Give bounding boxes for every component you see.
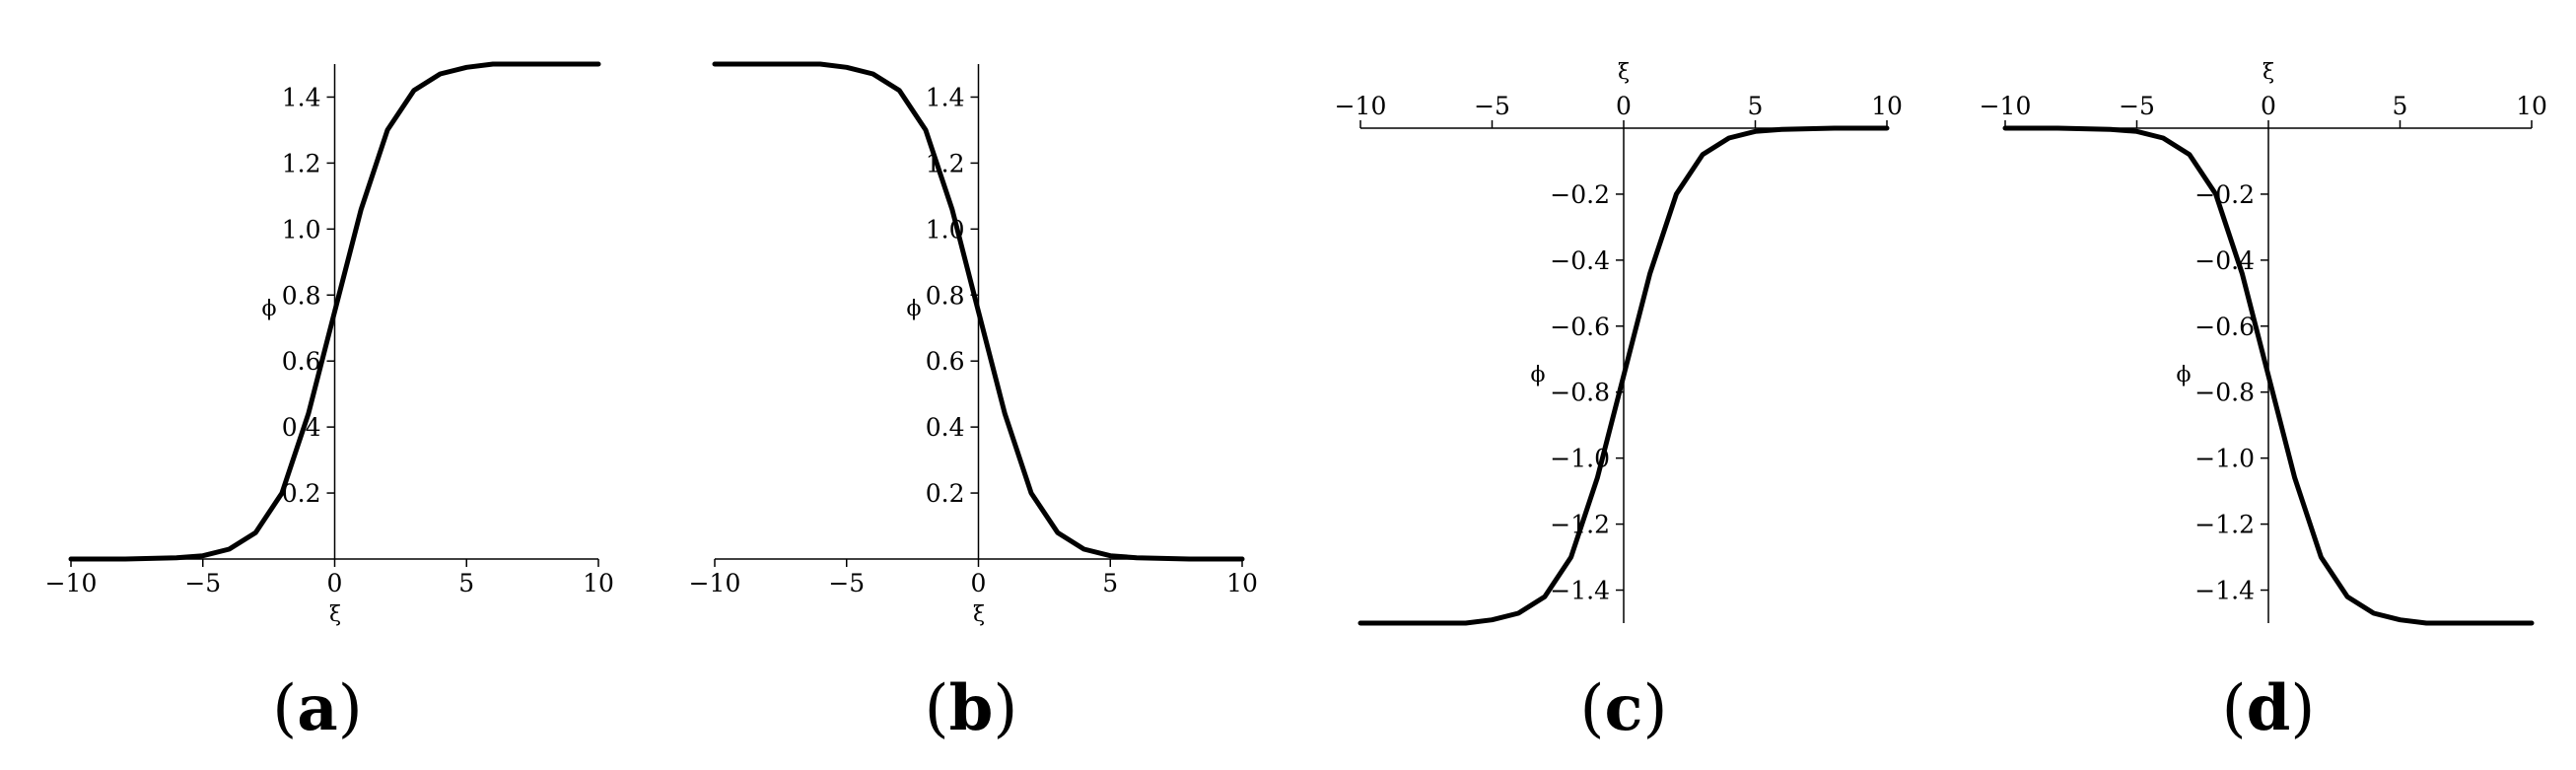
x-tick-label: −5	[2119, 92, 2155, 120]
series-line	[1358, 125, 1890, 626]
series-line	[712, 61, 1245, 562]
y-tick-label: −0.2	[1550, 180, 1610, 209]
y-tick-label: −1.4	[2194, 577, 2255, 605]
panel-d: −10 −5 0 5 10 −0.2 −0.4 −0.6 −0.8 −1.0 −1.2 −1.4 ξ ϕ (…	[1980, 60, 2547, 745]
y-tick-label: 1.0	[282, 215, 321, 244]
y-tick-label: −0.6	[1550, 313, 1610, 341]
y-tick-label: 0.2	[926, 479, 965, 508]
x-tick-label: −10	[1335, 92, 1387, 120]
x-tick-label: 10	[583, 569, 614, 597]
x-tick-label: 5	[458, 569, 474, 597]
y-tick-label: −0.8	[2194, 379, 2255, 407]
x-tick-label: 5	[2393, 92, 2408, 120]
x-tick-label: 10	[1226, 569, 1258, 597]
y-tick-label: 1.4	[282, 83, 321, 111]
x-axis-label: ξ	[973, 602, 985, 627]
panel-c: −10 −5 0 5 10−0.2−0.4−0.6−0.8−1.0−1.2−1.4ξϕ(…	[1335, 60, 1903, 745]
x-tick-label: 10	[1871, 92, 1903, 120]
y-tick-label: −0.8	[1550, 379, 1610, 407]
panel-label: (c)	[1580, 671, 1668, 745]
y-tick-label: 1.2	[282, 149, 321, 177]
x-axis-label: ξ	[329, 602, 341, 627]
series-line	[68, 61, 601, 562]
x-tick-label: −5	[1474, 92, 1510, 120]
x-tick-label: −10	[45, 569, 98, 597]
y-axis-label: ϕ	[907, 297, 922, 321]
x-tick-label: −10	[1980, 92, 2032, 120]
panel-label: (a)	[272, 671, 362, 745]
x-tick-label: 10	[2516, 92, 2547, 120]
x-tick-label: 5	[1102, 569, 1118, 597]
x-tick-label: −5	[184, 569, 221, 597]
y-tick-label: 0.6	[282, 347, 321, 376]
y-tick-label: −1.4	[1550, 577, 1610, 605]
y-tick-label: 0.6	[926, 347, 965, 376]
x-tick-label: 0	[327, 569, 343, 597]
panel-a: −10 −5 0 5 100.20.40.60.81.01.21.4ξϕ(a)	[45, 61, 614, 745]
y-tick-label: 1.4	[926, 83, 965, 111]
x-axis-label: ξ	[2263, 60, 2274, 85]
panel-b: −10 −5 0 5 100.20.40.60.81.01.21.4ξϕ(b)	[689, 61, 1258, 745]
x-tick-label: 0	[2261, 92, 2276, 120]
y-axis-label: ϕ	[1531, 363, 1546, 387]
x-axis-label: ξ	[1618, 60, 1630, 85]
y-tick-label: 0.8	[926, 281, 965, 310]
x-tick-label: 5	[1748, 92, 1764, 120]
y-tick-label: −0.4	[2194, 246, 2255, 275]
y-tick-label: 0.8	[282, 281, 321, 310]
series-line	[2002, 125, 2535, 626]
x-tick-label: 0	[971, 569, 987, 597]
y-tick-label: −0.4	[1550, 246, 1610, 275]
y-axis-label: ϕ	[262, 297, 277, 321]
y-tick-label: −0.6	[2194, 313, 2255, 341]
x-tick-label: −10	[689, 569, 741, 597]
y-tick-label: 0.2	[282, 479, 321, 508]
y-tick-label: 0.4	[926, 413, 965, 442]
x-tick-label: −5	[828, 569, 865, 597]
panel-label: (b)	[925, 671, 1018, 745]
panel-label: (d)	[2222, 671, 2316, 745]
x-tick-label: 0	[1616, 92, 1632, 120]
y-tick-label: −1.2	[2194, 511, 2255, 539]
y-tick-label: −1.0	[2194, 445, 2255, 473]
y-axis-label: ϕ	[2177, 363, 2192, 387]
y-tick-label: −0.2	[2194, 180, 2255, 209]
